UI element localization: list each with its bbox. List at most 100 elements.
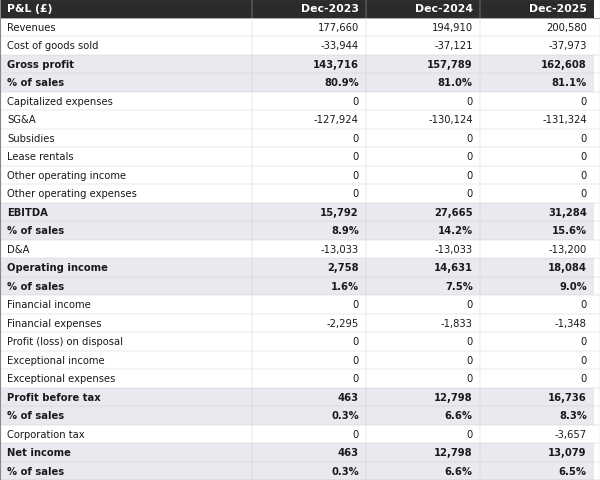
FancyBboxPatch shape [366,240,480,258]
Text: 0: 0 [353,96,359,107]
FancyBboxPatch shape [0,425,252,443]
FancyBboxPatch shape [0,295,252,314]
FancyBboxPatch shape [480,425,594,443]
FancyBboxPatch shape [252,92,366,111]
FancyBboxPatch shape [366,55,480,74]
FancyBboxPatch shape [252,55,366,74]
FancyBboxPatch shape [480,203,594,222]
Text: 0: 0 [353,355,359,365]
Text: 0.3%: 0.3% [331,466,359,476]
Text: 81.0%: 81.0% [438,78,473,88]
Text: 9.0%: 9.0% [559,281,587,291]
Text: 15,792: 15,792 [320,207,359,217]
FancyBboxPatch shape [366,148,480,166]
Text: 6.5%: 6.5% [559,466,587,476]
FancyBboxPatch shape [0,277,252,295]
Text: -13,200: -13,200 [548,244,587,254]
FancyBboxPatch shape [480,332,594,351]
Text: -37,121: -37,121 [434,41,473,51]
Text: 15.6%: 15.6% [551,226,587,236]
FancyBboxPatch shape [252,425,366,443]
FancyBboxPatch shape [252,222,366,240]
Text: 0: 0 [581,300,587,310]
Text: 0: 0 [581,152,587,162]
Text: 81.1%: 81.1% [551,78,587,88]
FancyBboxPatch shape [252,369,366,388]
FancyBboxPatch shape [0,129,252,148]
FancyBboxPatch shape [252,203,366,222]
Text: 14.2%: 14.2% [437,226,473,236]
Text: 0: 0 [467,152,473,162]
FancyBboxPatch shape [480,258,594,277]
Text: 0: 0 [581,133,587,144]
Text: 463: 463 [338,392,359,402]
Text: 31,284: 31,284 [548,207,587,217]
Text: 0: 0 [353,152,359,162]
FancyBboxPatch shape [0,462,252,480]
Text: 0: 0 [467,96,473,107]
Text: 0: 0 [581,170,587,180]
Text: 0: 0 [467,189,473,199]
FancyBboxPatch shape [252,351,366,369]
Text: Financial expenses: Financial expenses [7,318,102,328]
Text: Gross profit: Gross profit [7,60,74,70]
FancyBboxPatch shape [480,277,594,295]
FancyBboxPatch shape [0,92,252,111]
Text: Exceptional income: Exceptional income [7,355,105,365]
Text: 0: 0 [581,96,587,107]
Text: % of sales: % of sales [7,78,64,88]
Text: Lease rentals: Lease rentals [7,152,74,162]
FancyBboxPatch shape [252,295,366,314]
FancyBboxPatch shape [480,55,594,74]
Text: 27,665: 27,665 [434,207,473,217]
Text: Profit (loss) on disposal: Profit (loss) on disposal [7,336,123,347]
Text: 12,798: 12,798 [434,447,473,457]
FancyBboxPatch shape [0,74,252,92]
Text: 0: 0 [467,336,473,347]
Text: Other operating income: Other operating income [7,170,127,180]
FancyBboxPatch shape [366,111,480,129]
Text: Financial income: Financial income [7,300,91,310]
FancyBboxPatch shape [366,314,480,332]
FancyBboxPatch shape [366,0,480,18]
Text: 0: 0 [467,133,473,144]
Text: 12,798: 12,798 [434,392,473,402]
Text: 0: 0 [353,336,359,347]
FancyBboxPatch shape [480,166,594,185]
FancyBboxPatch shape [252,74,366,92]
Text: P&L (£): P&L (£) [7,4,53,14]
FancyBboxPatch shape [480,18,594,37]
FancyBboxPatch shape [480,462,594,480]
Text: 0: 0 [353,429,359,439]
Text: 14,631: 14,631 [434,263,473,273]
FancyBboxPatch shape [480,443,594,462]
FancyBboxPatch shape [480,388,594,406]
Text: 7.5%: 7.5% [445,281,473,291]
FancyBboxPatch shape [366,74,480,92]
FancyBboxPatch shape [252,166,366,185]
FancyBboxPatch shape [0,351,252,369]
Text: 0: 0 [467,373,473,384]
Text: 80.9%: 80.9% [324,78,359,88]
Text: Subsidies: Subsidies [7,133,55,144]
FancyBboxPatch shape [0,332,252,351]
FancyBboxPatch shape [0,111,252,129]
FancyBboxPatch shape [252,443,366,462]
FancyBboxPatch shape [366,37,480,55]
Text: 143,716: 143,716 [313,60,359,70]
FancyBboxPatch shape [252,240,366,258]
Text: Other operating expenses: Other operating expenses [7,189,137,199]
FancyBboxPatch shape [0,18,252,37]
FancyBboxPatch shape [366,388,480,406]
Text: -130,124: -130,124 [428,115,473,125]
Text: % of sales: % of sales [7,466,64,476]
FancyBboxPatch shape [252,277,366,295]
FancyBboxPatch shape [252,148,366,166]
FancyBboxPatch shape [480,406,594,425]
FancyBboxPatch shape [0,0,252,18]
Text: 8.9%: 8.9% [331,226,359,236]
FancyBboxPatch shape [0,55,252,74]
Text: Cost of goods sold: Cost of goods sold [7,41,98,51]
FancyBboxPatch shape [252,406,366,425]
FancyBboxPatch shape [480,148,594,166]
